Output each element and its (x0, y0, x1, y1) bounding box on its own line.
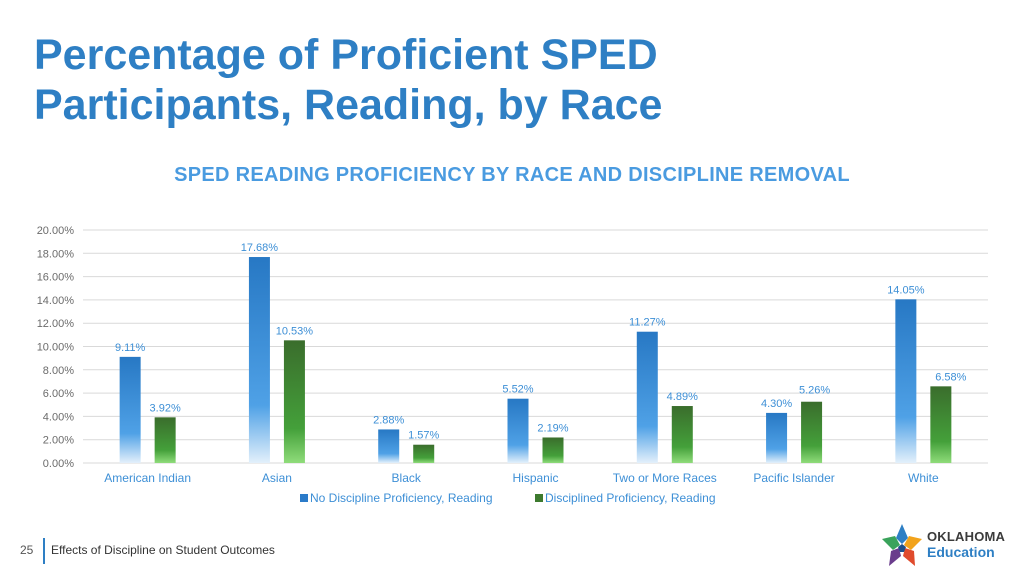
bar-no-discipline (895, 299, 917, 463)
data-label: 17.68% (241, 242, 279, 254)
footer-divider (43, 538, 45, 564)
data-label: 6.58% (935, 371, 966, 383)
bar-disciplined (671, 406, 693, 463)
y-tick-label: 6.00% (43, 388, 74, 400)
y-tick-label: 10.00% (37, 342, 75, 354)
x-category-label: Black (392, 471, 422, 485)
y-tick-label: 14.00% (37, 295, 75, 307)
page-number: 25 (20, 543, 34, 557)
data-label: 5.52% (502, 384, 533, 396)
y-tick-label: 0.00% (43, 458, 74, 470)
bar-disciplined (154, 417, 176, 463)
data-label: 3.92% (150, 402, 181, 414)
y-tick-label: 2.00% (43, 435, 74, 447)
legend-swatch (535, 494, 543, 502)
bar-no-discipline (507, 398, 529, 463)
data-label: 2.88% (373, 414, 404, 426)
x-category-label: Pacific Islander (753, 471, 834, 485)
bar-disciplined (542, 437, 564, 463)
bar-no-discipline (766, 412, 788, 463)
y-tick-label: 4.00% (43, 411, 74, 423)
data-label: 2.19% (537, 422, 568, 434)
x-category-label: American Indian (104, 471, 191, 485)
legend-label: Disciplined Proficiency, Reading (545, 491, 716, 505)
y-tick-label: 16.00% (37, 272, 75, 284)
chart-title: SPED READING PROFICIENCY BY RACE AND DIS… (174, 164, 850, 186)
bar-no-discipline (248, 257, 270, 463)
bar-disciplined (801, 401, 823, 463)
bar-disciplined (283, 340, 305, 463)
y-tick-label: 12.00% (37, 318, 75, 330)
data-label: 5.26% (799, 385, 830, 397)
bar-chart: 0.00% 2.00% 4.00% 6.00% 8.00% 10.00% 12.00% 14.… (37, 225, 988, 505)
data-label: 10.53% (276, 325, 314, 337)
x-category-label: White (908, 471, 939, 485)
bar-no-discipline (378, 429, 400, 463)
y-tick-label: 18.00% (37, 248, 75, 260)
x-category-label: Hispanic (512, 471, 558, 485)
bar-disciplined (413, 444, 435, 463)
oklahoma-star-logo-icon (882, 524, 922, 566)
data-label: 9.11% (115, 342, 146, 354)
data-label: 1.57% (408, 430, 439, 442)
data-label: 4.89% (667, 391, 698, 403)
logo-text-oklahoma: OKLAHOMA (927, 529, 1006, 544)
slide-title: Percentage of Proficient SPED Participan… (34, 31, 663, 129)
x-category-label: Asian (262, 471, 292, 485)
legend-label: No Discipline Proficiency, Reading (310, 491, 493, 505)
legend-swatch (300, 494, 308, 502)
bar-disciplined (930, 386, 952, 463)
logo-text-education: Education (927, 544, 995, 560)
footer-text: Effects of Discipline on Student Outcome… (51, 543, 275, 557)
bar-no-discipline (119, 356, 141, 463)
data-label: 11.27% (629, 317, 666, 329)
data-label: 4.30% (761, 398, 792, 410)
x-category-label: Two or More Races (613, 471, 717, 485)
y-tick-label: 20.00% (37, 225, 75, 237)
bar-no-discipline (636, 331, 658, 463)
y-tick-label: 8.00% (43, 365, 74, 377)
data-label: 14.05% (887, 284, 925, 296)
